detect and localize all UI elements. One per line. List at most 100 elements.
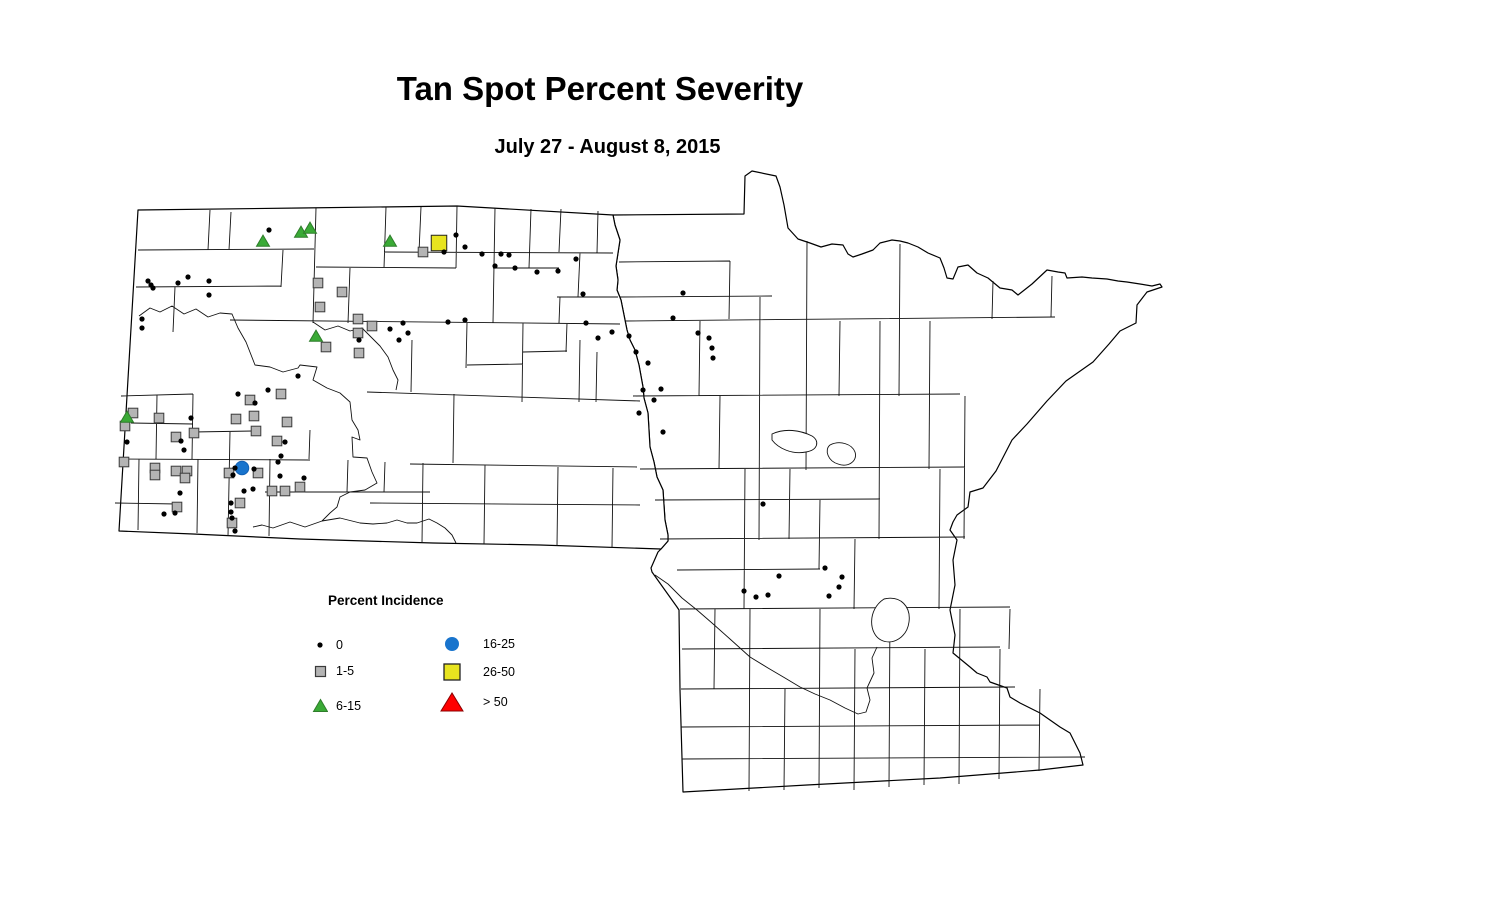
marker-square-1-5	[294, 481, 306, 493]
marker-square-1-5	[149, 469, 161, 481]
marker-dot-0	[241, 488, 247, 494]
marker-dot-0	[405, 330, 411, 336]
marker-dot-0	[595, 335, 601, 341]
marker-square-1-5	[230, 413, 242, 425]
marker-square-1-5	[170, 465, 182, 477]
marker-dot-0	[235, 391, 241, 397]
marker-dot-0	[251, 466, 257, 472]
marker-square-1-5	[352, 313, 364, 325]
marker-dot-0	[573, 256, 579, 262]
marker-square-1-5	[336, 286, 348, 298]
marker-dot-0	[124, 439, 130, 445]
marker-dot-0	[765, 592, 771, 598]
marker-dot-0	[188, 415, 194, 421]
marker-dot-0	[462, 317, 468, 323]
marker-square-1-5	[281, 416, 293, 428]
marker-dot-0	[161, 511, 167, 517]
marker-square-1-5	[266, 485, 278, 497]
marker-square-1-5	[250, 425, 262, 437]
marker-triangle-6-15	[382, 234, 398, 247]
marker-dot-0	[396, 337, 402, 343]
page-subtitle: July 27 - August 8, 2015	[494, 136, 721, 158]
leech-lake	[826, 442, 856, 466]
marker-dot-0	[185, 274, 191, 280]
legend: Percent Incidence 0 1-5 6-15 16-25	[295, 588, 585, 728]
marker-dot-0	[356, 337, 362, 343]
marker-dot-0	[479, 251, 485, 257]
legend-label-1-5: 1-5	[336, 664, 355, 678]
marker-dot-0	[252, 400, 258, 406]
marker-dot-0	[609, 329, 615, 335]
marker-dot-0	[230, 472, 236, 478]
marker-square-1-5	[170, 431, 182, 443]
marker-triangle-6-15	[308, 329, 324, 342]
marker-dot-0	[753, 594, 759, 600]
legend-item-0: 0	[302, 632, 343, 658]
marker-dot-0	[178, 438, 184, 444]
marker-dot-0	[498, 251, 504, 257]
legend-label-26-50: 26-50	[483, 665, 515, 679]
marker-dot-0	[670, 315, 676, 321]
marker-dot-0	[181, 447, 187, 453]
red-triangle-icon	[440, 692, 464, 712]
marker-dot-0	[760, 501, 766, 507]
marker-dot-0	[695, 330, 701, 336]
marker-dot-0	[492, 263, 498, 269]
marker-dot-0	[826, 593, 832, 599]
yellow-square-icon	[443, 663, 461, 681]
marker-dot-0	[445, 319, 451, 325]
marker-square-1-5	[314, 301, 326, 313]
marker-dot-0	[660, 429, 666, 435]
marker-dot-0	[441, 249, 447, 255]
marker-dot-0	[301, 475, 307, 481]
marker-square-1-5	[252, 467, 264, 479]
marker-square-1-5	[244, 394, 256, 406]
marker-square-1-5	[312, 277, 324, 289]
marker-dot-0	[710, 355, 716, 361]
marker-square-26-50	[430, 234, 448, 252]
marker-square-1-5	[179, 472, 191, 484]
marker-square-1-5	[279, 485, 291, 497]
marker-dot-0	[175, 280, 181, 286]
marker-dot-0	[139, 316, 145, 322]
marker-dot-0	[206, 278, 212, 284]
marker-square-1-5	[271, 435, 283, 447]
markers-layer	[118, 221, 845, 600]
red-lake	[771, 429, 818, 454]
marker-dot-0	[534, 269, 540, 275]
blue-circle-icon	[445, 637, 459, 651]
marker-dot-0	[266, 227, 272, 233]
marker-dot-0	[583, 320, 589, 326]
legend-item-26-50: 26-50	[439, 659, 515, 685]
green-triangle-icon	[312, 698, 328, 712]
marker-dot-0	[741, 588, 747, 594]
marker-dot-0	[277, 473, 283, 479]
marker-dot-0	[658, 386, 664, 392]
marker-dot-0	[172, 510, 178, 516]
marker-dot-0	[232, 465, 238, 471]
marker-dot-0	[645, 360, 651, 366]
marker-square-1-5	[188, 427, 200, 439]
marker-dot-0	[651, 397, 657, 403]
marker-dot-0	[206, 292, 212, 298]
marker-dot-0	[400, 320, 406, 326]
marker-dot-0	[555, 268, 561, 274]
marker-dot-0	[776, 573, 782, 579]
marker-dot-0	[640, 387, 646, 393]
marker-dot-0	[633, 349, 639, 355]
marker-dot-0	[228, 500, 234, 506]
marker-dot-0	[387, 326, 393, 332]
marker-square-1-5	[353, 347, 365, 359]
marker-triangle-6-15	[119, 410, 135, 423]
marker-triangle-6-15	[255, 234, 271, 247]
mn-county-lines	[618, 240, 1086, 792]
marker-dot-0	[706, 335, 712, 341]
marker-dot-0	[836, 584, 842, 590]
mille-lacs-lake	[871, 597, 910, 643]
marker-dot-0	[680, 290, 686, 296]
marker-dot-0	[232, 528, 238, 534]
page-title: Tan Spot Percent Severity	[396, 70, 804, 107]
marker-dot-0	[512, 265, 518, 271]
marker-dot-0	[636, 410, 642, 416]
